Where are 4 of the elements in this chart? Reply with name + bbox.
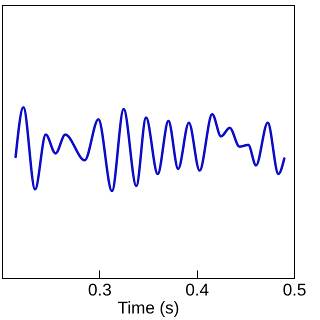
x-tick-label: 0.5 bbox=[282, 280, 306, 300]
x-tick-label: 0.3 bbox=[88, 280, 112, 300]
x-tick-label: 0.4 bbox=[185, 280, 209, 300]
x-axis-title: Time (s) bbox=[118, 298, 180, 318]
